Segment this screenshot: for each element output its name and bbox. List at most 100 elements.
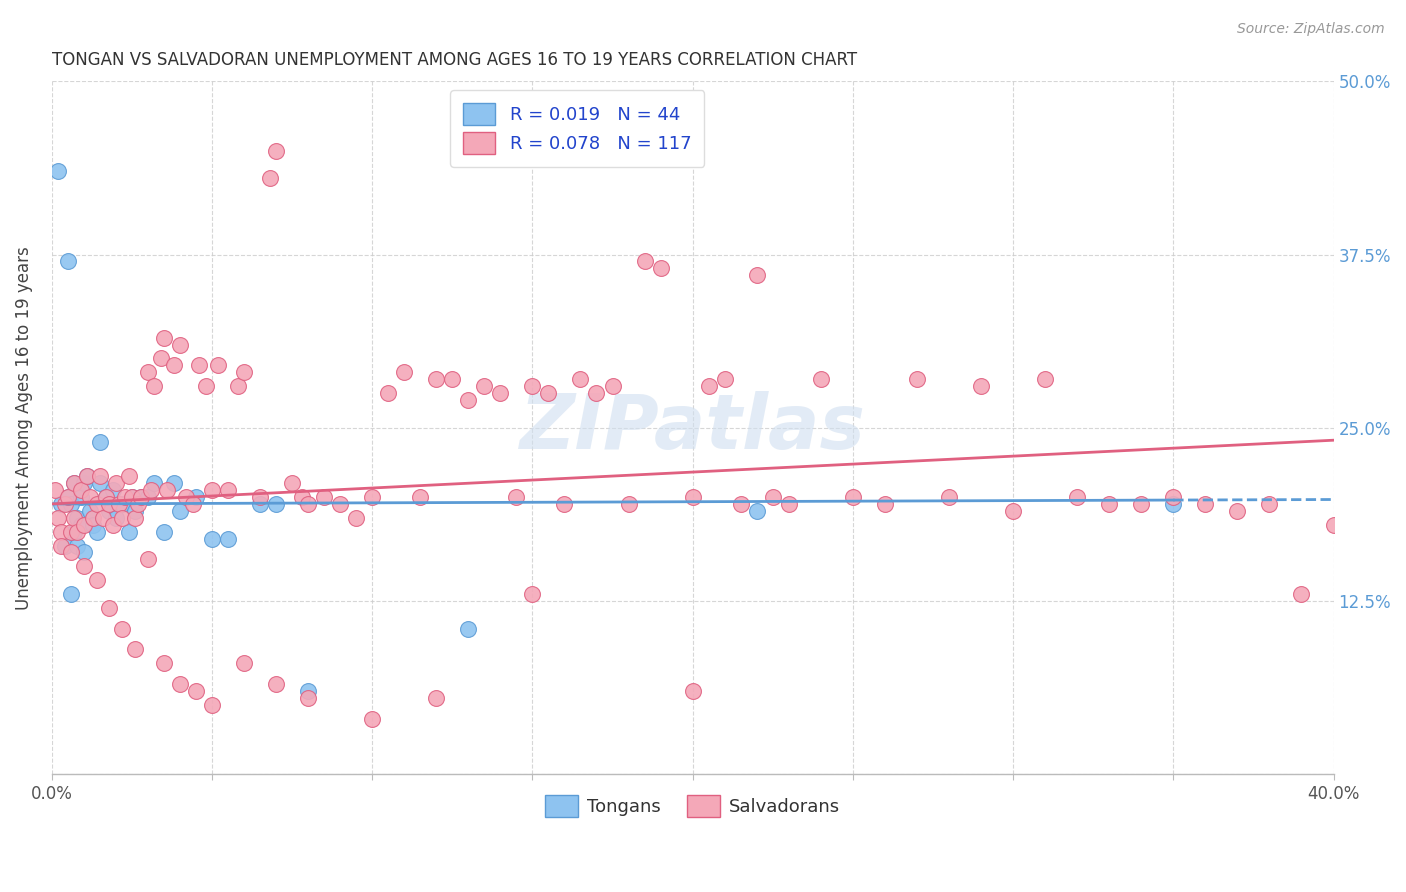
Point — [51, 539, 73, 553]
Point — [53, 497, 76, 511]
Point — [56, 490, 79, 504]
Point — [82, 517, 104, 532]
Point — [169, 677, 191, 691]
Point — [51, 497, 73, 511]
Point — [98, 497, 121, 511]
Point — [259, 171, 281, 186]
Point — [104, 476, 127, 491]
Point — [63, 476, 86, 491]
Point — [409, 490, 432, 504]
Point — [86, 573, 108, 587]
Point — [63, 476, 86, 491]
Point — [66, 539, 89, 553]
Point — [124, 504, 146, 518]
Point — [697, 379, 720, 393]
Point — [82, 510, 104, 524]
Point — [762, 490, 785, 504]
Point — [905, 372, 928, 386]
Point — [207, 359, 229, 373]
Point — [127, 497, 149, 511]
Point — [89, 469, 111, 483]
Point — [118, 469, 141, 483]
Point — [96, 490, 118, 504]
Point — [86, 497, 108, 511]
Point — [489, 386, 512, 401]
Text: TONGAN VS SALVADORAN UNEMPLOYMENT AMONG AGES 16 TO 19 YEARS CORRELATION CHART: TONGAN VS SALVADORAN UNEMPLOYMENT AMONG … — [52, 51, 856, 69]
Point — [472, 379, 495, 393]
Point — [114, 490, 136, 504]
Point — [1130, 497, 1153, 511]
Point — [377, 386, 399, 401]
Point — [425, 690, 447, 705]
Point — [425, 372, 447, 386]
Point — [617, 497, 640, 511]
Point — [76, 469, 98, 483]
Point — [602, 379, 624, 393]
Point — [143, 476, 166, 491]
Point — [184, 684, 207, 698]
Point — [73, 517, 96, 532]
Point — [745, 504, 768, 518]
Point — [104, 510, 127, 524]
Text: Source: ZipAtlas.com: Source: ZipAtlas.com — [1237, 22, 1385, 37]
Point — [553, 497, 575, 511]
Point — [91, 510, 114, 524]
Point — [149, 351, 172, 366]
Point — [139, 483, 162, 497]
Point — [441, 372, 464, 386]
Point — [89, 434, 111, 449]
Point — [233, 657, 256, 671]
Point — [124, 642, 146, 657]
Point — [153, 657, 176, 671]
Point — [156, 483, 179, 497]
Point — [394, 365, 416, 379]
Point — [297, 684, 319, 698]
Point — [329, 497, 352, 511]
Point — [361, 490, 384, 504]
Point — [201, 532, 224, 546]
Point — [1161, 497, 1184, 511]
Point — [51, 524, 73, 539]
Point — [1098, 497, 1121, 511]
Point — [217, 532, 239, 546]
Point — [108, 497, 131, 511]
Point — [281, 476, 304, 491]
Point — [314, 490, 336, 504]
Point — [76, 469, 98, 483]
Point — [505, 490, 527, 504]
Point — [264, 677, 287, 691]
Point — [291, 490, 314, 504]
Point — [1226, 504, 1249, 518]
Point — [810, 372, 832, 386]
Point — [66, 510, 89, 524]
Point — [873, 497, 896, 511]
Point — [121, 490, 143, 504]
Point — [136, 365, 159, 379]
Point — [1161, 490, 1184, 504]
Point — [59, 587, 82, 601]
Point — [361, 712, 384, 726]
Point — [297, 690, 319, 705]
Point — [69, 517, 91, 532]
Point — [59, 497, 82, 511]
Point — [569, 372, 592, 386]
Point — [184, 490, 207, 504]
Point — [63, 510, 86, 524]
Point — [53, 539, 76, 553]
Point — [131, 490, 153, 504]
Point — [162, 359, 184, 373]
Point — [59, 545, 82, 559]
Point — [66, 524, 89, 539]
Point — [264, 497, 287, 511]
Point — [713, 372, 735, 386]
Point — [188, 359, 211, 373]
Point — [89, 476, 111, 491]
Point — [650, 261, 672, 276]
Point — [778, 497, 800, 511]
Point — [79, 504, 101, 518]
Point — [56, 490, 79, 504]
Point — [73, 476, 96, 491]
Point — [111, 622, 134, 636]
Point — [522, 379, 544, 393]
Point — [136, 490, 159, 504]
